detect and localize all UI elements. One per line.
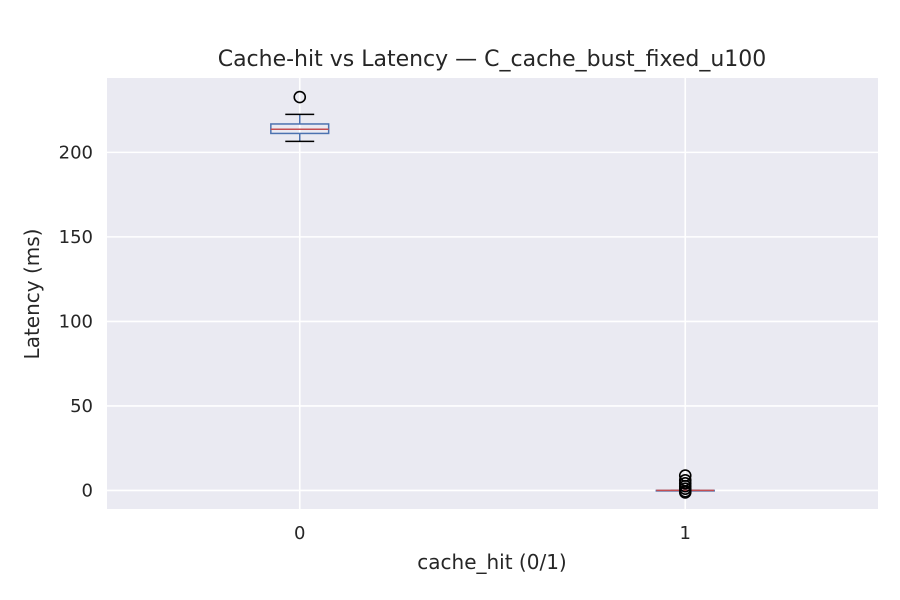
- chart-title: Cache-hit vs Latency — C_cache_bust_fixe…: [218, 47, 767, 72]
- x-tick-label: 1: [680, 523, 691, 544]
- y-tick-label: 200: [59, 142, 93, 163]
- y-tick-label: 0: [82, 480, 93, 501]
- y-axis-label: Latency (ms): [20, 229, 44, 360]
- y-tick-labels: 0 50 100 150 200: [59, 142, 93, 501]
- y-tick-label: 100: [59, 311, 93, 332]
- outlier-point: [293, 90, 307, 104]
- x-tick-label: 0: [294, 523, 305, 544]
- box-group-0: [270, 90, 330, 143]
- outlier-point: [678, 486, 692, 499]
- grid-lines: [107, 78, 878, 509]
- y-tick-label: 150: [59, 227, 93, 248]
- box-group-1: [655, 469, 715, 499]
- plot-background: [107, 78, 878, 509]
- x-axis-label: cache_hit (0/1): [417, 550, 566, 574]
- box-marks: [270, 90, 715, 499]
- y-tick-label: 50: [70, 396, 93, 417]
